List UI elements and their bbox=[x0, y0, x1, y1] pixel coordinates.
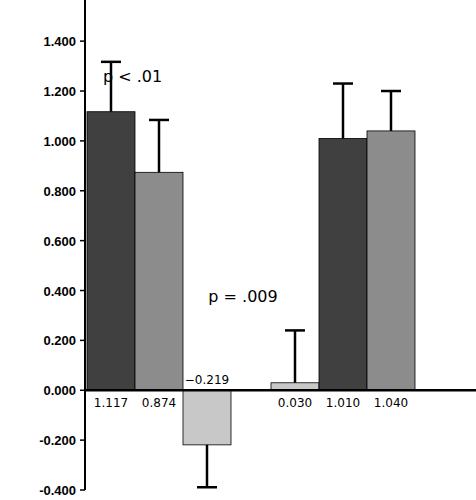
error-cap bbox=[101, 61, 121, 64]
error-line bbox=[158, 120, 161, 172]
annotation: p = .009 bbox=[208, 287, 277, 306]
y-tick-label: 0.200 bbox=[43, 333, 76, 348]
y-tick-label: 0.800 bbox=[43, 184, 76, 199]
error-bar bbox=[197, 445, 217, 487]
data-label: 1.040 bbox=[374, 396, 408, 410]
bar bbox=[135, 172, 183, 390]
chart: -0.400 -0.200 0.000 0.200 0.400 0.600 0.800 1.0… bbox=[0, 0, 476, 500]
y-tick-label: 0.600 bbox=[43, 234, 76, 249]
y-tick-label: 1.400 bbox=[43, 34, 76, 49]
error-cap bbox=[381, 90, 401, 93]
error-cap bbox=[285, 329, 305, 332]
data-label: 0.030 bbox=[278, 396, 312, 410]
error-cap bbox=[149, 119, 169, 122]
error-line bbox=[206, 445, 209, 487]
data-label: 1.010 bbox=[326, 396, 360, 410]
data-label: 1.117 bbox=[94, 396, 128, 410]
error-bar bbox=[149, 120, 169, 172]
y-tick-label: 1.000 bbox=[43, 134, 76, 149]
error-bar bbox=[333, 84, 353, 139]
y-axis bbox=[84, 0, 86, 490]
y-tick-label: -0.400 bbox=[39, 483, 76, 498]
error-bar bbox=[285, 330, 305, 382]
data-label: −0.219 bbox=[185, 373, 229, 387]
bars bbox=[87, 62, 415, 487]
error-line bbox=[342, 84, 345, 139]
bar bbox=[87, 112, 135, 391]
y-tick-label: 0.000 bbox=[43, 383, 76, 398]
error-cap bbox=[333, 82, 353, 85]
bar bbox=[367, 131, 415, 390]
y-tick-label: 1.200 bbox=[43, 84, 76, 99]
bar bbox=[319, 138, 367, 390]
bar bbox=[183, 390, 231, 445]
error-cap bbox=[197, 486, 217, 489]
error-line bbox=[294, 330, 297, 382]
y-tick-label: -0.200 bbox=[39, 433, 76, 448]
error-bar bbox=[381, 91, 401, 131]
y-tick-label: 0.400 bbox=[43, 284, 76, 299]
error-line bbox=[390, 91, 393, 131]
annotation: p < .01 bbox=[103, 67, 162, 86]
x-axis bbox=[85, 389, 476, 392]
data-label: 0.874 bbox=[142, 396, 176, 410]
